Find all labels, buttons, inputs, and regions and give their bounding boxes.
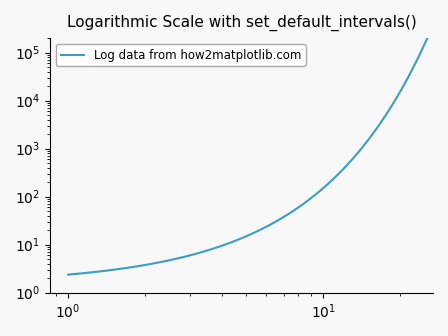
Log data from how2matplotlib.com xyxy=(371,130,377,134)
Log data from how2matplotlib.com xyxy=(348,159,353,163)
Log data from how2matplotlib.com xyxy=(426,33,431,37)
Log data from how2matplotlib.com xyxy=(423,39,429,43)
Legend: Log data from how2matplotlib.com: Log data from how2matplotlib.com xyxy=(56,44,306,67)
Log data from how2matplotlib.com xyxy=(362,143,367,147)
Log data from how2matplotlib.com xyxy=(65,272,71,277)
Log data from how2matplotlib.com xyxy=(405,76,410,80)
Title: Logarithmic Scale with set_default_intervals(): Logarithmic Scale with set_default_inter… xyxy=(67,15,416,31)
Line: Log data from how2matplotlib.com: Log data from how2matplotlib.com xyxy=(68,35,429,275)
Log data from how2matplotlib.com xyxy=(349,157,355,161)
